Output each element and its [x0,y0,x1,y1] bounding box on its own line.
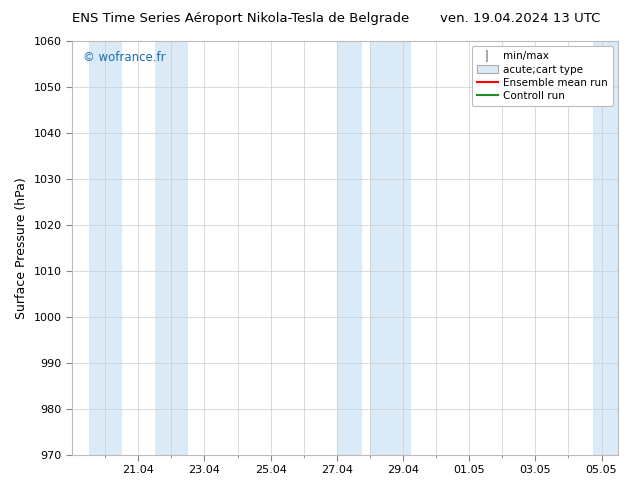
Text: ENS Time Series Aéroport Nikola-Tesla de Belgrade: ENS Time Series Aéroport Nikola-Tesla de… [72,12,410,25]
Text: © wofrance.fr: © wofrance.fr [83,51,165,64]
Y-axis label: Surface Pressure (hPa): Surface Pressure (hPa) [15,177,28,318]
Bar [593,41,618,455]
Bar [89,41,122,455]
Bar [155,41,188,455]
Legend: min/max, acute;cart type, Ensemble mean run, Controll run: min/max, acute;cart type, Ensemble mean … [472,46,613,106]
Bar [370,41,411,455]
Bar [337,41,361,455]
Text: ven. 19.04.2024 13 UTC: ven. 19.04.2024 13 UTC [440,12,600,25]
